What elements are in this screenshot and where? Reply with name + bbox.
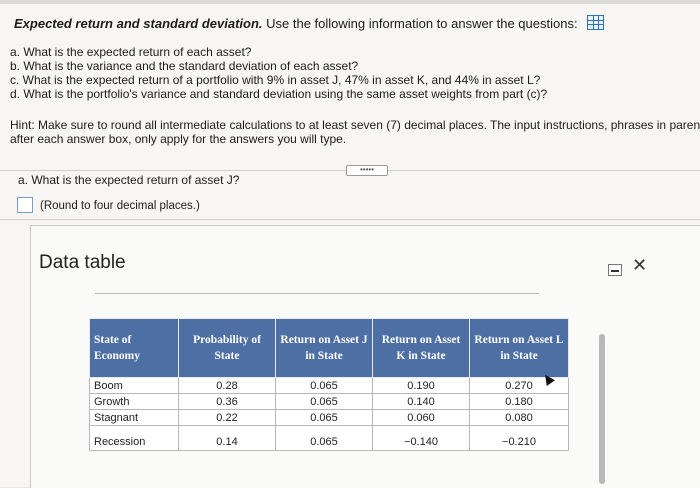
- cell-state: Boom: [89, 377, 179, 394]
- cell-return-j: 0.065: [275, 377, 373, 394]
- header-return-k: Return on Asset K in State: [372, 318, 470, 378]
- table-row: Stagnant 0.22 0.065 0.060 0.080: [89, 409, 569, 426]
- table-row: Recession 0.14 0.065 −0.140 −0.210: [89, 425, 569, 451]
- modal-scrollbar[interactable]: [599, 334, 605, 484]
- question-item-a: a. What is the expected return of each a…: [10, 45, 252, 59]
- cell-return-j: 0.065: [275, 393, 373, 410]
- cell-return-j: 0.065: [275, 425, 373, 451]
- round-note: (Round to four decimal places.): [40, 200, 200, 212]
- modal-rule: [95, 293, 539, 294]
- header-return-j: Return on Asset J in State: [275, 318, 373, 378]
- cell-return-l: 0.270: [469, 377, 569, 394]
- cell-return-l: −0.210: [469, 425, 569, 451]
- cell-return-l: 0.080: [469, 409, 569, 426]
- minimize-icon[interactable]: [608, 264, 622, 276]
- cell-probability: 0.14: [178, 425, 276, 451]
- question-item-d: d. What is the portfolio's variance and …: [10, 87, 548, 101]
- cell-probability: 0.22: [178, 409, 276, 426]
- data-table-icon[interactable]: [587, 15, 605, 30]
- cell-return-l: 0.180: [469, 393, 569, 410]
- answer-input[interactable]: [17, 197, 33, 213]
- question-item-c: c. What is the expected return of a port…: [10, 73, 541, 87]
- answer-divider: [0, 219, 700, 220]
- question-title-bold: Expected return and standard deviation.: [14, 16, 263, 31]
- cell-state: Recession: [89, 425, 179, 451]
- hint-line-1: Hint: Make sure to round all intermediat…: [10, 118, 700, 132]
- header-probability: Probability of State: [178, 318, 276, 378]
- top-border: [0, 0, 700, 4]
- table-header-row: State of Economy Probability of State Re…: [89, 318, 569, 378]
- question-title: Expected return and standard deviation. …: [14, 15, 605, 31]
- expand-more-button[interactable]: •••••: [346, 165, 388, 176]
- hint-line-2: after each answer box, only apply for th…: [10, 132, 347, 146]
- table-row: Growth 0.36 0.065 0.140 0.180: [89, 393, 569, 410]
- question-list: a. What is the expected return of each a…: [10, 45, 547, 101]
- cell-probability: 0.28: [178, 377, 276, 394]
- cell-return-k: 0.140: [372, 393, 470, 410]
- hint-text: Hint: Make sure to round all intermediat…: [10, 118, 700, 146]
- modal-title: Data table: [39, 252, 126, 273]
- cell-probability: 0.36: [178, 393, 276, 410]
- data-table-modal: Data table ✕ State of Economy Probabilit…: [30, 225, 700, 488]
- question-title-text: Use the following information to answer …: [266, 16, 578, 31]
- cell-return-k: 0.060: [372, 409, 470, 426]
- question-item-b: b. What is the variance and the standard…: [10, 59, 359, 73]
- close-icon[interactable]: ✕: [632, 255, 648, 275]
- data-table: State of Economy Probability of State Re…: [89, 318, 569, 451]
- cell-return-k: −0.140: [372, 425, 470, 451]
- cell-state: Stagnant: [89, 409, 179, 426]
- part-a-question: a. What is the expected return of asset …: [18, 173, 240, 187]
- header-return-l: Return on Asset L in State: [469, 318, 569, 378]
- header-state: State of Economy: [89, 318, 179, 378]
- cell-state: Growth: [89, 393, 179, 410]
- cell-return-j: 0.065: [275, 409, 373, 426]
- table-row: Boom 0.28 0.065 0.190 0.270: [89, 377, 569, 394]
- cell-return-k: 0.190: [372, 377, 470, 394]
